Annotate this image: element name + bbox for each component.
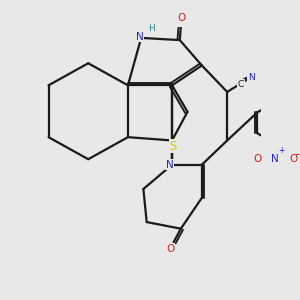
Text: O: O: [177, 13, 185, 23]
Text: N: N: [248, 73, 254, 82]
Text: O: O: [253, 154, 261, 164]
Text: N: N: [271, 154, 279, 164]
Text: −: −: [296, 150, 300, 160]
Text: O: O: [289, 154, 297, 164]
Text: S: S: [170, 140, 177, 153]
Text: O: O: [167, 244, 175, 254]
Text: N: N: [136, 32, 144, 42]
Text: N: N: [166, 160, 173, 170]
Text: C: C: [238, 80, 244, 89]
Text: H: H: [148, 24, 154, 33]
Text: +: +: [278, 146, 285, 155]
